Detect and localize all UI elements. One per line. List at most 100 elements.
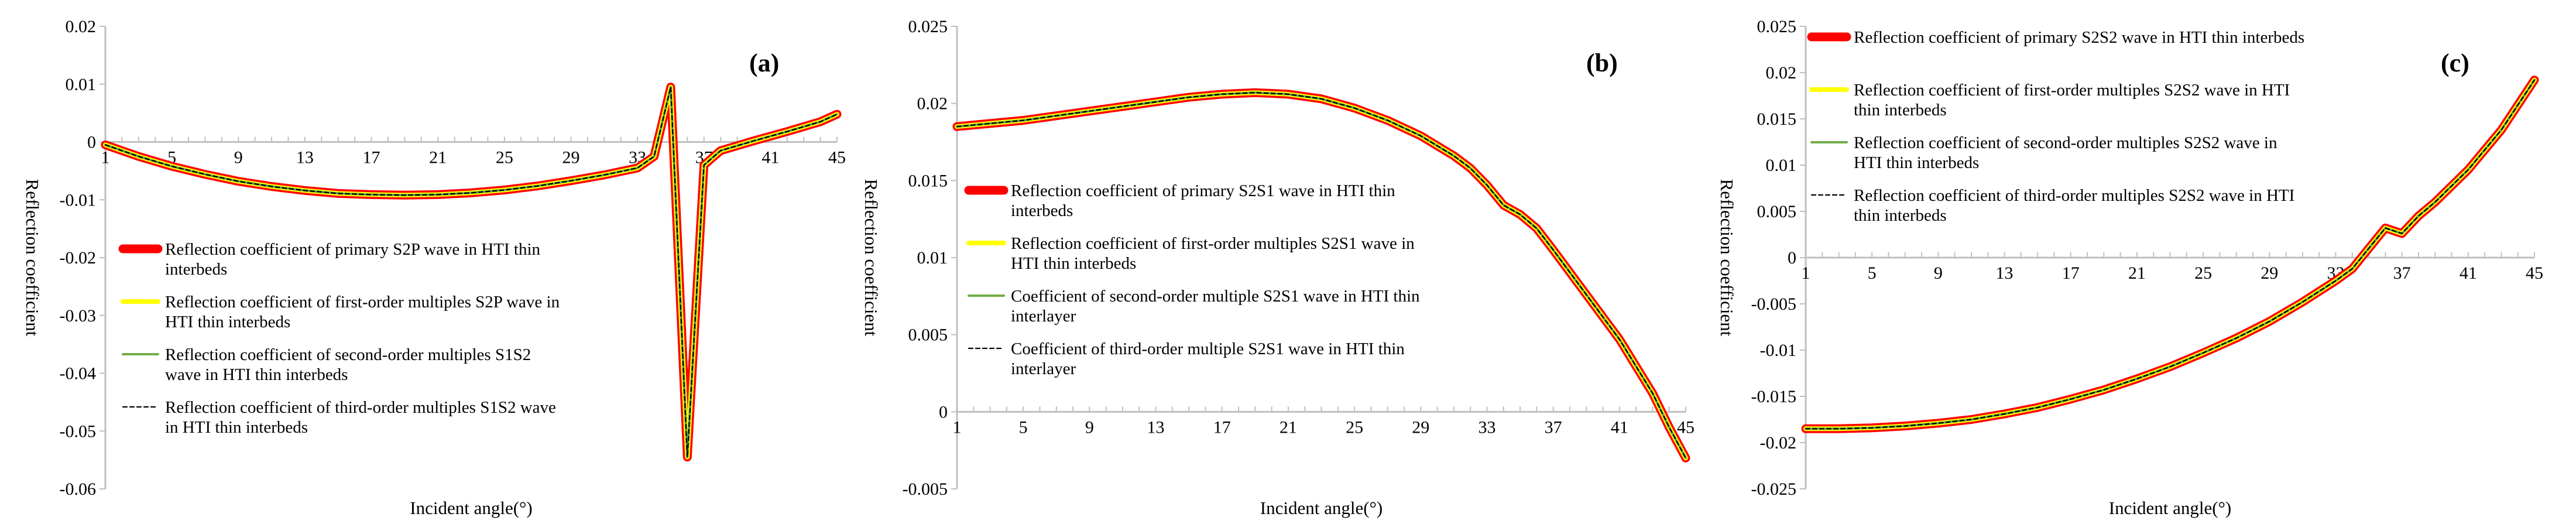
y-tick-label: -0.01 [60,190,97,210]
legend-entry-1: Reflection coefficient of primary S2S2 w… [1854,28,2304,47]
x-tick-label: 5 [1019,417,1028,437]
chart-panel-1: 0.02 0.01 0 -0.01 -0.02 -0.03 -0.04 -0.05 -0.06 1… [22,17,846,518]
y-tick-label: 0 [87,133,96,152]
y-tick-label: -0.005 [903,480,948,499]
legend-entry-line: interlayer [1011,359,1076,378]
legend-entry-line: thin interbeds [1854,206,1947,225]
x-tick-label: 5 [1868,263,1877,283]
x-tick-label: 9 [234,148,243,167]
legend-entry-line: Reflection coefficient of first-order mu… [1011,234,1415,253]
x-tick-label: 21 [2128,263,2146,283]
panel-label: (c) [2441,49,2469,77]
legend-entry-2: Reflection coefficient of first-order mu… [165,293,560,331]
x-tick-label: 37 [2393,263,2411,283]
legend-entry-line: HTI thin interbeds [1854,153,1979,172]
x-tick-label: 25 [1346,417,1363,437]
legend-entry-line: Coefficient of second-order multiple S2S… [1011,287,1420,306]
x-tick-label: 1 [1802,263,1810,283]
legend-entry-line: wave in HTI thin interbeds [165,365,348,384]
x-tick-label: 1 [101,148,110,167]
y-tick-label: -0.01 [1760,341,1797,360]
x-tick-label: 13 [1147,417,1165,437]
x-tick-label: 45 [828,148,846,167]
y-tick-label: 0.01 [917,248,948,268]
y-tick-label: 0.02 [66,17,97,36]
y-tick-label: 0.005 [1757,202,1797,221]
y-tick-label: 0 [1788,248,1796,268]
x-tick-label: 37 [1545,417,1562,437]
series-line-4 [956,92,1687,459]
y-tick-label: 0.015 [1757,109,1797,129]
x-tick-label: 29 [562,148,579,167]
y-tick-label: 0.025 [908,17,948,36]
y-tick-label: 0.025 [1757,17,1797,36]
x-tick-label: 29 [1412,417,1429,437]
y-tick-label: -0.05 [60,422,97,441]
chart-panel-2: 0.025 0.02 0.015 0.01 0.005 0 -0.005 1 5 9 13 17 21 2… [861,17,1695,518]
x-axis-title: Incident angle(°) [410,498,533,518]
legend-entry-line: Reflection coefficient of second-order m… [165,345,531,364]
x-tick-label: 9 [1934,263,1943,283]
y-tick-label: -0.025 [1751,480,1797,499]
y-axis-title: Reflection coefficient [861,179,881,337]
series-line-4 [1805,79,2536,430]
x-tick-label: 21 [429,148,447,167]
x-tick-label: 41 [2460,263,2477,283]
legend-entry-line: Reflection coefficient of third-order mu… [1854,186,2294,205]
legend-entry-line: Reflection coefficient of primary S2S2 w… [1854,28,2304,47]
y-tick-label: 0.02 [1766,63,1797,83]
y-tick-label: 0 [939,402,948,422]
legend-entry-line: Reflection coefficient of primary S2P wa… [165,240,541,259]
x-tick-label: 33 [1478,417,1495,437]
x-tick-label: 45 [2526,263,2543,283]
legend-entry-1: Reflection coefficient of primary S2P wa… [165,240,541,279]
y-tick-label: -0.02 [60,248,97,268]
x-tick-label: 17 [2062,263,2080,283]
legend-entry-line: Reflection coefficient of primary S2S1 w… [1011,181,1395,200]
legend-entry-3: Reflection coefficient of second-order m… [165,345,531,384]
x-tick-label: 45 [1677,417,1695,437]
y-tick-label: -0.005 [1751,294,1797,314]
legend-entry-3: Coefficient of second-order multiple S2S… [1011,287,1420,326]
legend-entry-4: Reflection coefficient of third-order mu… [1854,186,2294,225]
y-tick-label: -0.06 [60,480,97,499]
y-tick-label: 0.015 [908,171,948,190]
x-tick-label: 9 [1085,417,1094,437]
x-tick-label: 25 [2194,263,2212,283]
x-tick-label: 17 [363,148,380,167]
legend-entry-2: Reflection coefficient of first-order mu… [1011,234,1415,273]
legend-entry-line: Reflection coefficient of first-order mu… [1854,81,2290,100]
x-tick-label: 13 [1996,263,2014,283]
legend-entry-4: Reflection coefficient of third-order mu… [165,398,556,437]
y-axis-title: Reflection coefficient [1717,179,1737,337]
legend-entry-line: interbeds [165,260,227,279]
y-tick-label: 0.005 [908,326,948,345]
legend-entry-4: Coefficient of third-order multiple S2S1… [1011,340,1405,378]
y-axis-title: Reflection coefficient [22,179,43,337]
legend-entry-line: in HTI thin interbeds [165,418,308,437]
legend-entry-line: thin interbeds [1854,101,1947,119]
x-axis-title: Incident angle(°) [1260,498,1383,518]
x-tick-label: 29 [2261,263,2278,283]
x-tick-label: 17 [1213,417,1231,437]
chart-panel-3: 0.025 0.02 0.015 0.01 0.005 0 -0.005 -0.01 -0.01… [1717,17,2543,518]
panel-label: (a) [749,49,779,77]
y-tick-label: -0.04 [60,364,97,383]
x-tick-label: 41 [1611,417,1628,437]
legend-entry-line: Coefficient of third-order multiple S2S1… [1011,340,1405,358]
legend-entry-1: Reflection coefficient of primary S2S1 w… [1011,181,1395,220]
legend-entry-line: Reflection coefficient of second-order m… [1854,133,2277,152]
legend-entry-line: HTI thin interbeds [165,313,290,331]
panel-label: (b) [1586,49,1618,77]
x-tick-label: 1 [953,417,962,437]
x-tick-label: 13 [296,148,314,167]
y-tick-label: 0.01 [66,75,97,94]
legend-entry-line: Reflection coefficient of third-order mu… [165,398,556,417]
legend-entry-2: Reflection coefficient of first-order mu… [1854,81,2290,119]
series-line-1 [952,88,1690,463]
x-tick-label: 21 [1280,417,1297,437]
y-tick-label: 0.01 [1766,156,1797,175]
x-axis-title: Incident angle(°) [2109,498,2232,518]
y-tick-label: -0.02 [1760,433,1797,453]
